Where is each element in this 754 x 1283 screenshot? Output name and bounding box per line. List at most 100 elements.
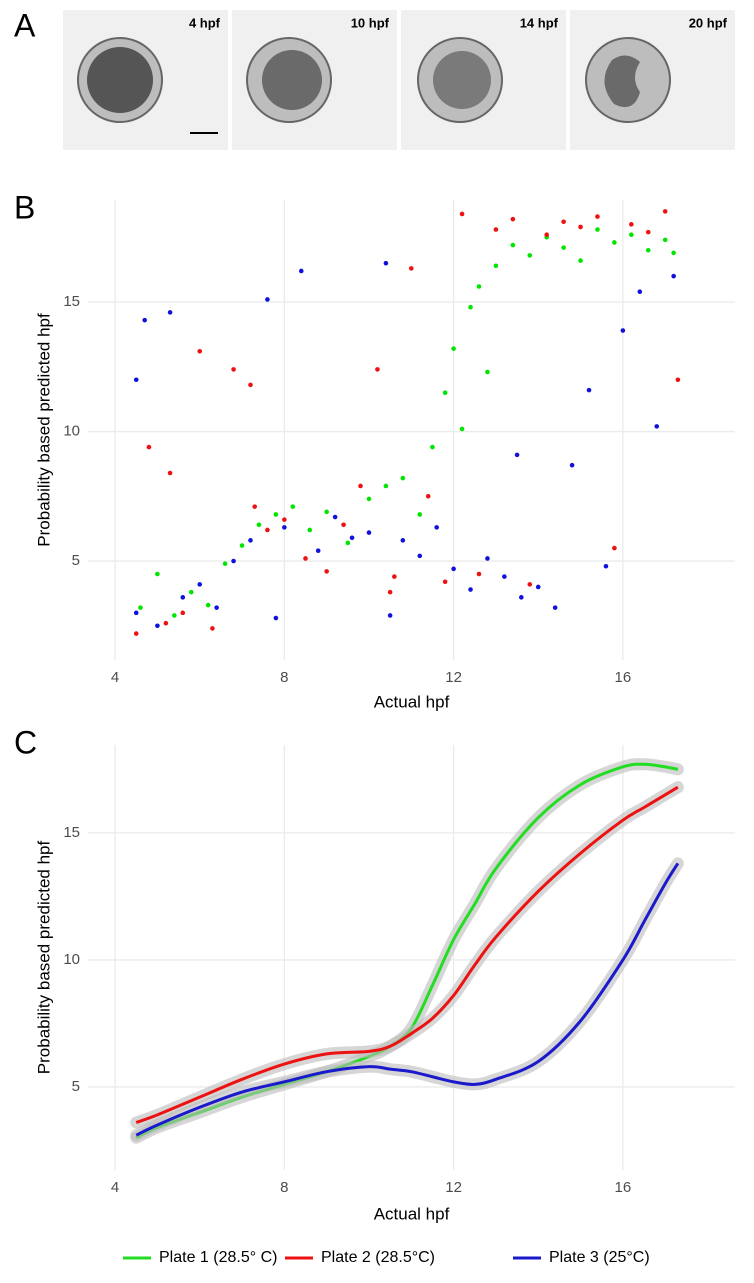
point xyxy=(349,535,355,541)
point xyxy=(303,556,308,561)
point xyxy=(527,582,533,587)
point xyxy=(442,390,448,396)
x-tick-label: 8 xyxy=(280,669,288,686)
point xyxy=(620,328,626,333)
image-strip: 4 hpf 10 hpf 14 hpf 20 hpf xyxy=(63,10,735,150)
embryo-image xyxy=(401,10,566,150)
point xyxy=(180,610,186,616)
embryo-image xyxy=(63,10,228,150)
embryo-image xyxy=(232,10,397,150)
point xyxy=(324,569,329,574)
point xyxy=(442,579,448,585)
point xyxy=(188,589,194,595)
y-tick-label: 5 xyxy=(72,552,80,569)
point xyxy=(671,273,676,279)
point xyxy=(214,605,219,610)
point xyxy=(468,304,473,310)
point xyxy=(345,540,351,546)
point xyxy=(265,527,270,533)
legend-label: Plate 1 (28.5° C) xyxy=(159,1249,277,1266)
x-axis-title: Actual hpf xyxy=(374,1204,450,1223)
point xyxy=(282,525,287,530)
y-axis-title: Probability based predicted hpf xyxy=(34,313,53,547)
point xyxy=(595,227,600,232)
point xyxy=(324,509,329,515)
point xyxy=(637,289,643,294)
legend-label: Plate 2 (28.5°C) xyxy=(321,1249,435,1266)
point xyxy=(468,587,473,592)
x-tick-label: 4 xyxy=(111,669,119,686)
point xyxy=(387,589,393,595)
point xyxy=(662,209,668,214)
point xyxy=(210,626,215,631)
y-tick-label: 15 xyxy=(63,293,80,310)
point xyxy=(612,545,617,551)
point xyxy=(400,475,406,481)
point xyxy=(222,561,228,566)
point xyxy=(366,530,372,535)
image-label: 14 hpf xyxy=(520,15,559,30)
line xyxy=(135,862,680,1137)
point xyxy=(133,610,139,616)
point xyxy=(239,543,245,548)
point xyxy=(459,426,465,432)
point xyxy=(180,595,186,600)
point xyxy=(485,556,490,561)
point xyxy=(544,232,549,238)
point xyxy=(248,382,253,388)
point xyxy=(167,310,173,315)
panel-label: A xyxy=(14,7,36,43)
point xyxy=(375,367,380,372)
point xyxy=(552,605,558,610)
embryo-image xyxy=(570,10,735,150)
point xyxy=(383,260,389,266)
point xyxy=(603,563,609,569)
point xyxy=(315,548,321,553)
panel-label: C xyxy=(14,724,37,760)
point xyxy=(341,522,346,528)
point xyxy=(569,462,575,468)
line xyxy=(135,785,679,1124)
point xyxy=(527,253,533,258)
point xyxy=(167,470,173,476)
line xyxy=(135,762,679,1140)
legend-label: Plate 3 (25°C) xyxy=(549,1249,650,1266)
point xyxy=(205,602,211,608)
point xyxy=(586,387,592,393)
point xyxy=(514,452,520,458)
confidence-band xyxy=(130,758,684,1144)
point xyxy=(612,240,617,245)
y-axis-title: Probability based predicted hpf xyxy=(34,841,53,1075)
point xyxy=(256,522,262,528)
point xyxy=(578,258,583,263)
point xyxy=(675,377,681,383)
point xyxy=(476,284,482,289)
point xyxy=(417,553,423,559)
y-tick-label: 10 xyxy=(63,951,80,968)
point xyxy=(493,227,499,232)
y-tick-label: 10 xyxy=(63,423,80,440)
point xyxy=(133,631,139,636)
y-tick-label: 5 xyxy=(72,1078,80,1095)
point xyxy=(155,623,160,629)
point xyxy=(298,268,304,274)
x-tick-label: 4 xyxy=(111,1179,119,1196)
x-tick-label: 12 xyxy=(445,1179,462,1196)
point xyxy=(273,512,279,517)
point xyxy=(502,574,507,579)
point xyxy=(671,250,676,256)
point xyxy=(408,266,414,271)
point xyxy=(197,348,203,354)
point xyxy=(231,367,236,372)
point xyxy=(163,620,169,626)
point xyxy=(459,211,465,217)
point xyxy=(142,317,148,323)
point xyxy=(252,504,258,509)
point xyxy=(133,377,139,383)
point xyxy=(155,571,160,577)
point xyxy=(645,247,651,253)
point xyxy=(358,483,363,489)
point xyxy=(248,538,253,543)
point xyxy=(485,369,490,375)
point xyxy=(510,242,516,248)
